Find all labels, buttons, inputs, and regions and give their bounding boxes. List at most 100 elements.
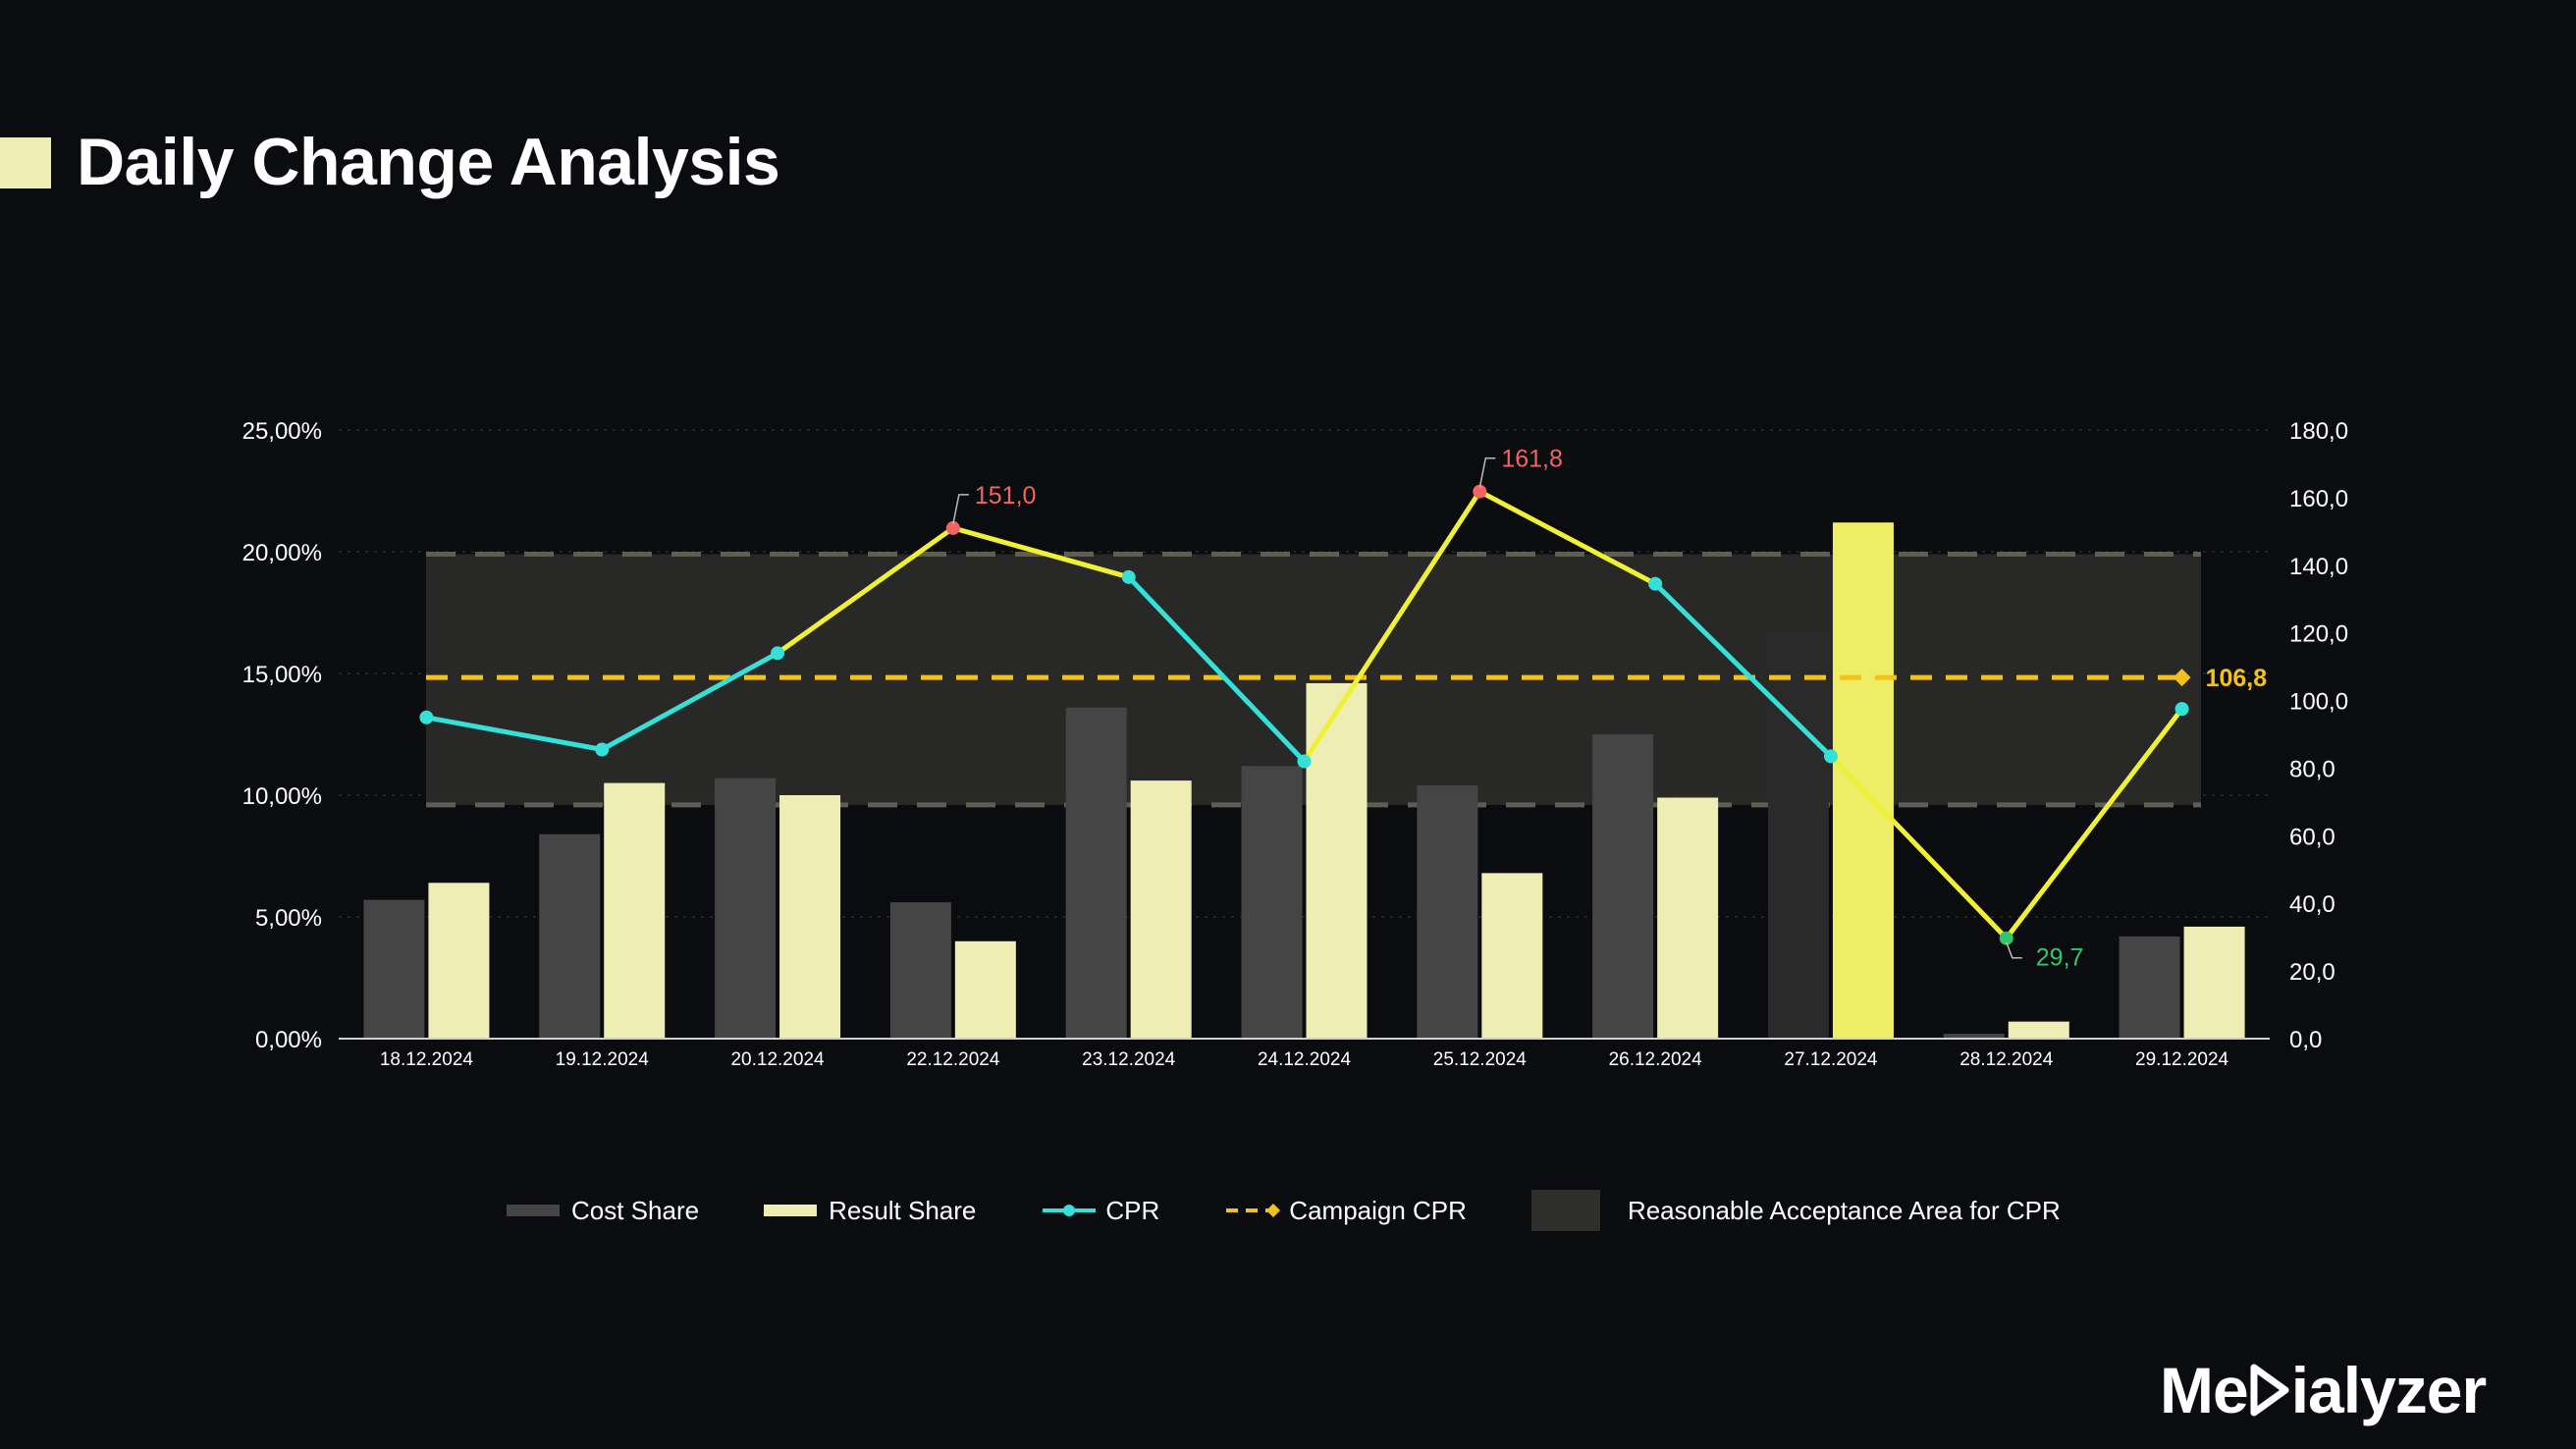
y-right-tick-label: 140,0 (2289, 554, 2348, 580)
y-left-tick-label: 5,00% (255, 905, 322, 932)
cost-share-bar (1767, 631, 1829, 1039)
result-share-bar (1306, 682, 1368, 1039)
legend-label-acceptance-area: Reasonable Acceptance Area for CPR (1627, 1195, 2061, 1225)
y-right-tick-label: 160,0 (2289, 486, 2348, 512)
cost-share-bar (363, 899, 425, 1039)
cpr-data-label: 161,8 (1501, 446, 1563, 473)
result-share-bar (604, 782, 666, 1039)
data-label-leader (952, 494, 969, 525)
cpr-data-label: 29,7 (2036, 944, 2084, 972)
y-right-tick-label: 80,0 (2289, 756, 2335, 782)
brand-logo-prefix: Me (2160, 1354, 2249, 1426)
cpr-line-segment (599, 650, 780, 752)
legend-item-cost-share[interactable]: Cost Share (507, 1196, 699, 1226)
cpr-line-segment (423, 715, 605, 752)
campaign-cpr-data-label: 106,8 (2206, 665, 2268, 692)
legend-swatch-acceptance-area (1530, 1190, 1600, 1231)
legend-swatch-cpr (1043, 1205, 1097, 1216)
cpr-line-segment (2004, 706, 2185, 941)
legend-swatch-cost-share (507, 1205, 560, 1216)
result-share-bar (954, 940, 1016, 1039)
x-tick-label: 27.12.2024 (1784, 1049, 1878, 1070)
y-left-tick-label: 10,00% (242, 783, 322, 810)
cost-share-bar (2119, 936, 2180, 1039)
cpr-point (595, 742, 610, 757)
legend-label-result-share: Result Share (829, 1195, 977, 1225)
cpr-line-segment (1828, 753, 2010, 941)
y-right-tick-label: 40,0 (2289, 891, 2335, 918)
cost-share-bar (715, 778, 777, 1039)
y-right-tick-label: 20,0 (2289, 959, 2335, 986)
cpr-point (1823, 749, 1838, 764)
data-label-leader (1478, 456, 1496, 488)
y-right-tick-label: 0,0 (2289, 1027, 2322, 1053)
legend-label-campaign-cpr: Campaign CPR (1289, 1195, 1467, 1225)
x-tick-label: 18.12.2024 (380, 1049, 474, 1070)
cpr-point (1648, 576, 1663, 591)
x-tick-label: 20.12.2024 (730, 1049, 825, 1070)
x-tick-label: 26.12.2024 (1609, 1049, 1703, 1070)
result-share-bar (428, 883, 490, 1039)
result-share-bar (1832, 522, 1894, 1039)
cpr-line-segment (1652, 581, 1834, 759)
cpr-point (945, 520, 960, 535)
cpr-line-segment (950, 525, 1132, 580)
page-title: Daily Change Analysis (77, 125, 780, 199)
y-right-tick-label: 120,0 (2289, 621, 2348, 648)
cpr-point (2174, 702, 2189, 717)
campaign-cpr-marker (2173, 669, 2191, 687)
x-tick-label: 19.12.2024 (556, 1049, 650, 1070)
legend-swatch-campaign-cpr (1226, 1204, 1281, 1217)
legend-item-result-share[interactable]: Result Share (764, 1196, 976, 1226)
y-right-tick-label: 100,0 (2289, 689, 2348, 716)
x-tick-label: 29.12.2024 (2135, 1049, 2229, 1070)
cost-share-bar (889, 902, 951, 1039)
x-tick-label: 28.12.2024 (1959, 1049, 2054, 1070)
y-left-tick-label: 15,00% (242, 662, 322, 688)
x-tick-label: 23.12.2024 (1082, 1049, 1176, 1070)
legend-item-cpr[interactable]: CPR (1041, 1196, 1159, 1226)
cost-share-bar (1065, 707, 1127, 1039)
cpr-line-segment (1476, 489, 1658, 587)
data-label-leader (2006, 941, 2022, 959)
legend-item-acceptance-area[interactable]: Reasonable Acceptance Area for CPR (1530, 1190, 2061, 1231)
cpr-point (1473, 484, 1487, 499)
y-right-tick-label: 180,0 (2289, 418, 2348, 445)
cpr-data-label: 151,0 (975, 482, 1037, 510)
result-share-bar (1130, 780, 1192, 1039)
y-left-tick-label: 20,00% (242, 540, 322, 566)
y-left-tick-label: 25,00% (242, 418, 322, 445)
brand-logo-suffix: ialyzer (2290, 1354, 2487, 1426)
cpr-point (1999, 931, 2013, 945)
y-left-tick-label: 0,00% (255, 1027, 322, 1053)
play-icon (2250, 1364, 2289, 1417)
cost-share-bar (1241, 766, 1303, 1039)
result-share-bar (779, 795, 841, 1039)
result-share-bar (2008, 1021, 2069, 1039)
cpr-line-segment (1302, 489, 1482, 765)
brand-logo: Me ialyzer (2160, 1353, 2487, 1427)
cpr-point (771, 646, 785, 661)
y-right-tick-label: 60,0 (2289, 824, 2335, 850)
legend-item-campaign-cpr[interactable]: Campaign CPR (1224, 1196, 1467, 1226)
cpr-point (1297, 754, 1312, 769)
x-tick-label: 22.12.2024 (906, 1049, 1000, 1070)
x-tick-label: 24.12.2024 (1258, 1049, 1352, 1070)
legend-label-cost-share: Cost Share (571, 1195, 700, 1225)
cost-share-bar (1417, 785, 1478, 1039)
cpr-line-segment (1126, 574, 1307, 765)
cpr-point (419, 710, 434, 724)
title-accent-bar (0, 137, 51, 188)
result-share-bar (2183, 926, 2245, 1039)
cost-share-bar (539, 833, 601, 1039)
chart-legend: Cost Share Result Share CPR Campaign CPR… (507, 1186, 2061, 1235)
result-share-bar (1481, 873, 1543, 1039)
legend-label-cpr: CPR (1105, 1195, 1160, 1225)
x-tick-label: 25.12.2024 (1433, 1049, 1528, 1070)
result-share-bar (1657, 797, 1719, 1039)
legend-swatch-result-share (764, 1205, 818, 1216)
cost-share-bar (1943, 1034, 2005, 1039)
cost-share-bar (1592, 734, 1654, 1039)
cpr-point (1121, 569, 1136, 584)
